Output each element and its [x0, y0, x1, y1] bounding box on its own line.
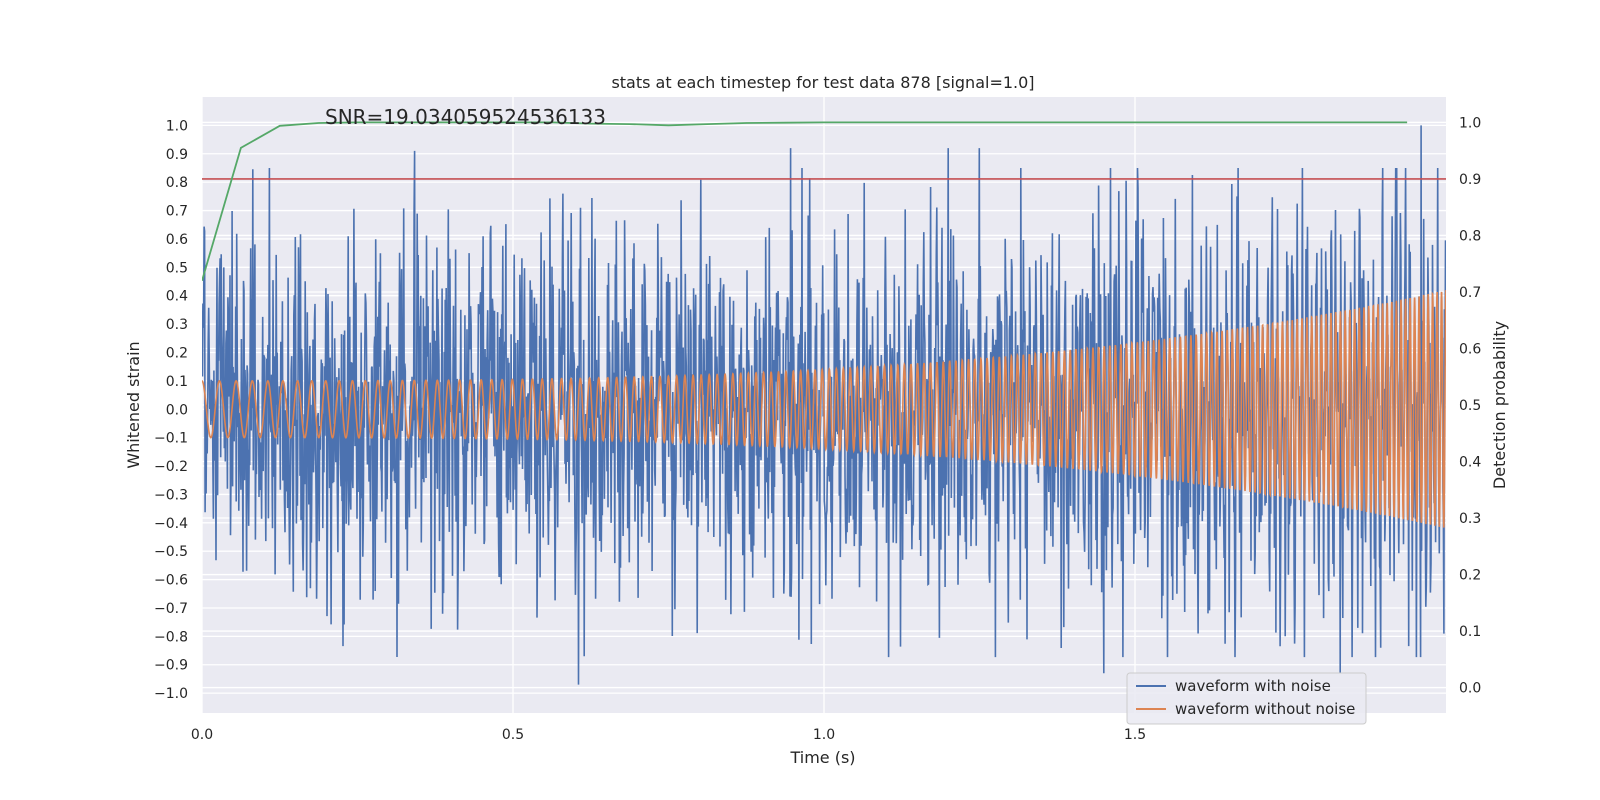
y-tick-label: 1.0: [166, 118, 188, 134]
y-axis-label: Whitened strain: [124, 341, 143, 468]
legend: waveform with noise waveform without noi…: [1126, 672, 1367, 725]
chart-title: stats at each timestep for test data 878…: [611, 73, 1034, 92]
y2-tick-label: 1.0: [1459, 115, 1481, 131]
y-tick-label: 0.7: [166, 204, 188, 220]
legend-label-clean: waveform without noise: [1175, 700, 1355, 718]
legend-box: [1126, 672, 1367, 725]
y-tick-label: 0.3: [166, 317, 188, 333]
y-axis-left: 1.0 0.9 0.8 0.7 0.6 0.5 0.4 0.3 0.2 0.1 0.0 −0.1 −0.…: [154, 118, 188, 702]
legend-label-noise: waveform with noise: [1175, 677, 1331, 695]
y-tick-label: −0.1: [154, 431, 188, 447]
x-tick-label: 0.5: [502, 727, 524, 743]
y-tick-label: 0.9: [166, 147, 188, 163]
y-tick-label: −0.7: [154, 601, 188, 617]
y-tick-label: 0.8: [166, 175, 188, 191]
y2-tick-label: 0.0: [1459, 681, 1481, 697]
x-tick-label: 1.0: [813, 727, 835, 743]
x-axis-label: Time (s): [789, 748, 855, 767]
y2-tick-label: 0.8: [1459, 228, 1481, 244]
y-axis-right: 1.0 0.9 0.8 0.7 0.6 0.5 0.4 0.3 0.2 0.1 0.0: [1459, 115, 1481, 696]
y2-tick-label: 0.1: [1459, 624, 1481, 640]
y-tick-label: −0.8: [154, 629, 188, 645]
y-tick-label: 0.4: [166, 289, 188, 305]
y-tick-label: 0.0: [166, 402, 188, 418]
series-detection-probability: [202, 121, 1408, 281]
y-tick-label: 0.5: [166, 260, 188, 276]
y-tick-label: −1.0: [154, 686, 188, 702]
series-waveform-without-noise: [202, 289, 1446, 528]
y-tick-label: −0.5: [154, 544, 188, 560]
y-tick-label: 0.1: [166, 374, 188, 390]
y2-tick-label: 0.3: [1459, 511, 1481, 527]
y-tick-label: −0.3: [154, 487, 188, 503]
y-tick-label: 0.6: [166, 232, 188, 248]
x-axis: 0.0 0.5 1.0 1.5: [191, 727, 1146, 743]
y2-tick-label: 0.5: [1459, 398, 1481, 414]
y-tick-label: −0.6: [154, 573, 188, 589]
y2-tick-label: 0.2: [1459, 568, 1481, 584]
x-tick-label: 0.0: [191, 727, 213, 743]
y2-tick-label: 0.7: [1459, 285, 1481, 301]
y-tick-label: −0.9: [154, 658, 188, 674]
y2-tick-label: 0.4: [1459, 455, 1481, 471]
y-tick-label: −0.4: [154, 516, 188, 532]
y-tick-label: 0.2: [166, 345, 188, 361]
y2-tick-label: 0.9: [1459, 172, 1481, 188]
y-axis-right-label: Detection probability: [1490, 321, 1509, 489]
snr-annotation: SNR=19.034059524536133: [325, 105, 606, 129]
y-tick-label: −0.2: [154, 459, 188, 475]
x-tick-label: 1.5: [1124, 727, 1146, 743]
y2-tick-label: 0.6: [1459, 341, 1481, 357]
plot-area: [202, 121, 1446, 685]
